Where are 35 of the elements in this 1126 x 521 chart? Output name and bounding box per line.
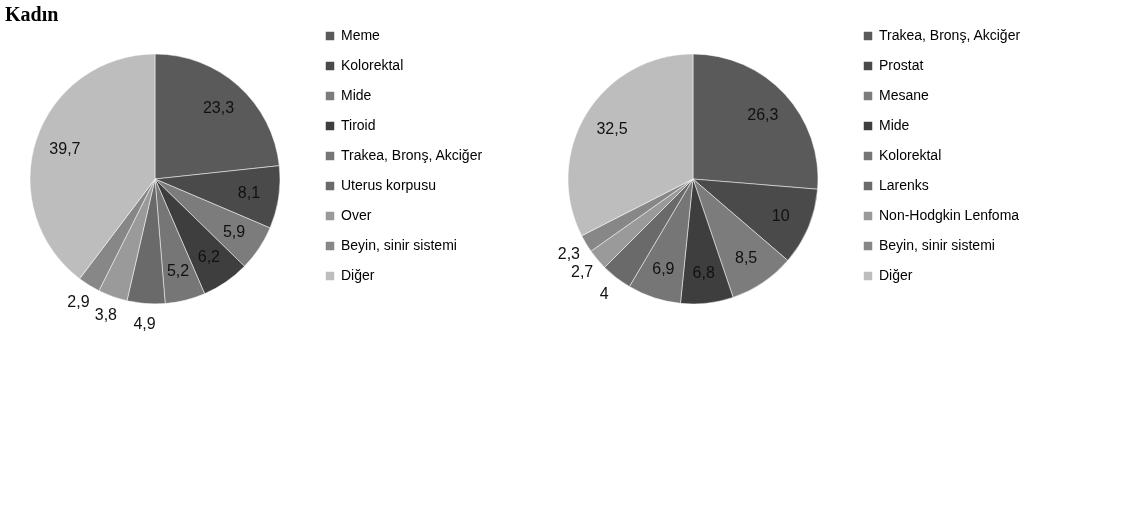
data-label: 26,3 (747, 105, 779, 123)
legend-label: Mesane (879, 87, 930, 103)
chart-title: Kadın (5, 3, 59, 25)
data-label: 6,9 (652, 260, 675, 278)
legend-label: Larenks (879, 177, 929, 193)
data-label: 23,3 (202, 99, 235, 117)
legend-label: Trakea, Bronş, Akciğer (879, 27, 1021, 43)
data-label: 4,9 (133, 314, 156, 332)
legend-label: Beyin, sinir sistemi (341, 237, 457, 253)
data-label: 2,3 (557, 244, 581, 262)
legend-label: Tiroid (341, 117, 376, 133)
legend-label: Over (341, 207, 372, 223)
data-label: 4 (599, 284, 609, 302)
legend-label: Beyin, sinir sistemi (879, 237, 995, 253)
data-label: 3,8 (94, 306, 118, 324)
legend-label: Trakea, Bronş, Akciğer (341, 147, 483, 163)
legend-label: Kolorektal (879, 147, 942, 163)
data-label: 39,7 (49, 139, 81, 157)
legend-label: Prostat (879, 57, 924, 73)
data-label: 8,5 (735, 248, 758, 266)
legend-label: Diğer (341, 267, 375, 283)
legend-label: Meme (341, 27, 381, 43)
legend-label: Non-Hodgkin Lenfoma (879, 207, 1020, 223)
data-label: 5,2 (166, 262, 190, 280)
data-label: 32,5 (596, 120, 628, 138)
data-label: 8,1 (237, 183, 261, 201)
data-label: 2,9 (67, 293, 90, 311)
data-label: 5,9 (222, 222, 246, 240)
legend-label: Diğer (879, 267, 913, 283)
legend-label: Uterus korpusu (341, 177, 436, 193)
data-label: 2,7 (571, 263, 594, 281)
data-label: 10 (771, 206, 790, 224)
legend-label: Mide (341, 87, 372, 103)
legend-label: Mide (879, 117, 910, 133)
legend-label: Kolorektal (341, 57, 404, 73)
